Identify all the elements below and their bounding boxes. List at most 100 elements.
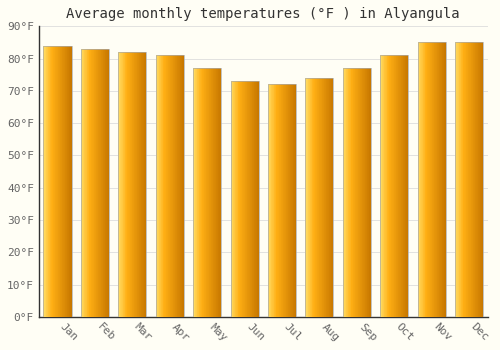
Bar: [428, 42, 429, 317]
Bar: [455, 42, 483, 317]
Bar: [327, 78, 328, 317]
Bar: [351, 68, 352, 317]
Bar: [240, 81, 241, 317]
Bar: [273, 84, 274, 317]
Bar: [279, 84, 280, 317]
Bar: [278, 84, 279, 317]
Bar: [404, 55, 405, 317]
Bar: [121, 52, 122, 317]
Bar: [391, 55, 392, 317]
Bar: [56, 46, 57, 317]
Bar: [306, 78, 307, 317]
Bar: [183, 55, 184, 317]
Bar: [383, 55, 384, 317]
Bar: [288, 84, 289, 317]
Bar: [333, 78, 334, 317]
Bar: [142, 52, 143, 317]
Bar: [52, 46, 54, 317]
Bar: [85, 49, 86, 317]
Bar: [46, 46, 47, 317]
Bar: [443, 42, 444, 317]
Bar: [159, 55, 160, 317]
Bar: [368, 68, 369, 317]
Bar: [204, 68, 205, 317]
Bar: [313, 78, 314, 317]
Bar: [118, 52, 119, 317]
Bar: [399, 55, 400, 317]
Bar: [359, 68, 360, 317]
Bar: [131, 52, 132, 317]
Bar: [456, 42, 457, 317]
Bar: [102, 49, 104, 317]
Bar: [140, 52, 141, 317]
Bar: [194, 68, 196, 317]
Bar: [440, 42, 441, 317]
Bar: [156, 55, 157, 317]
Bar: [320, 78, 321, 317]
Bar: [57, 46, 58, 317]
Bar: [285, 84, 286, 317]
Bar: [65, 46, 66, 317]
Bar: [347, 68, 348, 317]
Bar: [124, 52, 126, 317]
Bar: [138, 52, 140, 317]
Bar: [397, 55, 398, 317]
Bar: [325, 78, 326, 317]
Bar: [217, 68, 218, 317]
Bar: [479, 42, 480, 317]
Bar: [99, 49, 100, 317]
Bar: [136, 52, 138, 317]
Bar: [433, 42, 434, 317]
Bar: [357, 68, 358, 317]
Bar: [62, 46, 63, 317]
Bar: [311, 78, 312, 317]
Bar: [362, 68, 363, 317]
Bar: [44, 46, 45, 317]
Bar: [434, 42, 435, 317]
Bar: [268, 84, 296, 317]
Bar: [444, 42, 445, 317]
Bar: [96, 49, 97, 317]
Bar: [468, 42, 469, 317]
Bar: [64, 46, 65, 317]
Bar: [84, 49, 85, 317]
Bar: [83, 49, 84, 317]
Bar: [244, 81, 246, 317]
Bar: [406, 55, 407, 317]
Bar: [418, 42, 419, 317]
Bar: [290, 84, 291, 317]
Bar: [71, 46, 72, 317]
Bar: [424, 42, 426, 317]
Bar: [201, 68, 202, 317]
Bar: [235, 81, 236, 317]
Bar: [467, 42, 468, 317]
Bar: [427, 42, 428, 317]
Bar: [214, 68, 215, 317]
Bar: [174, 55, 176, 317]
Bar: [160, 55, 162, 317]
Bar: [385, 55, 386, 317]
Bar: [250, 81, 251, 317]
Bar: [275, 84, 276, 317]
Bar: [95, 49, 96, 317]
Bar: [241, 81, 242, 317]
Bar: [431, 42, 432, 317]
Bar: [308, 78, 309, 317]
Bar: [315, 78, 316, 317]
Bar: [477, 42, 478, 317]
Bar: [310, 78, 311, 317]
Bar: [70, 46, 71, 317]
Bar: [208, 68, 210, 317]
Bar: [271, 84, 272, 317]
Bar: [289, 84, 290, 317]
Bar: [270, 84, 271, 317]
Bar: [420, 42, 421, 317]
Bar: [364, 68, 366, 317]
Bar: [462, 42, 463, 317]
Bar: [81, 49, 109, 317]
Bar: [143, 52, 144, 317]
Bar: [93, 49, 94, 317]
Bar: [88, 49, 90, 317]
Bar: [256, 81, 257, 317]
Bar: [90, 49, 92, 317]
